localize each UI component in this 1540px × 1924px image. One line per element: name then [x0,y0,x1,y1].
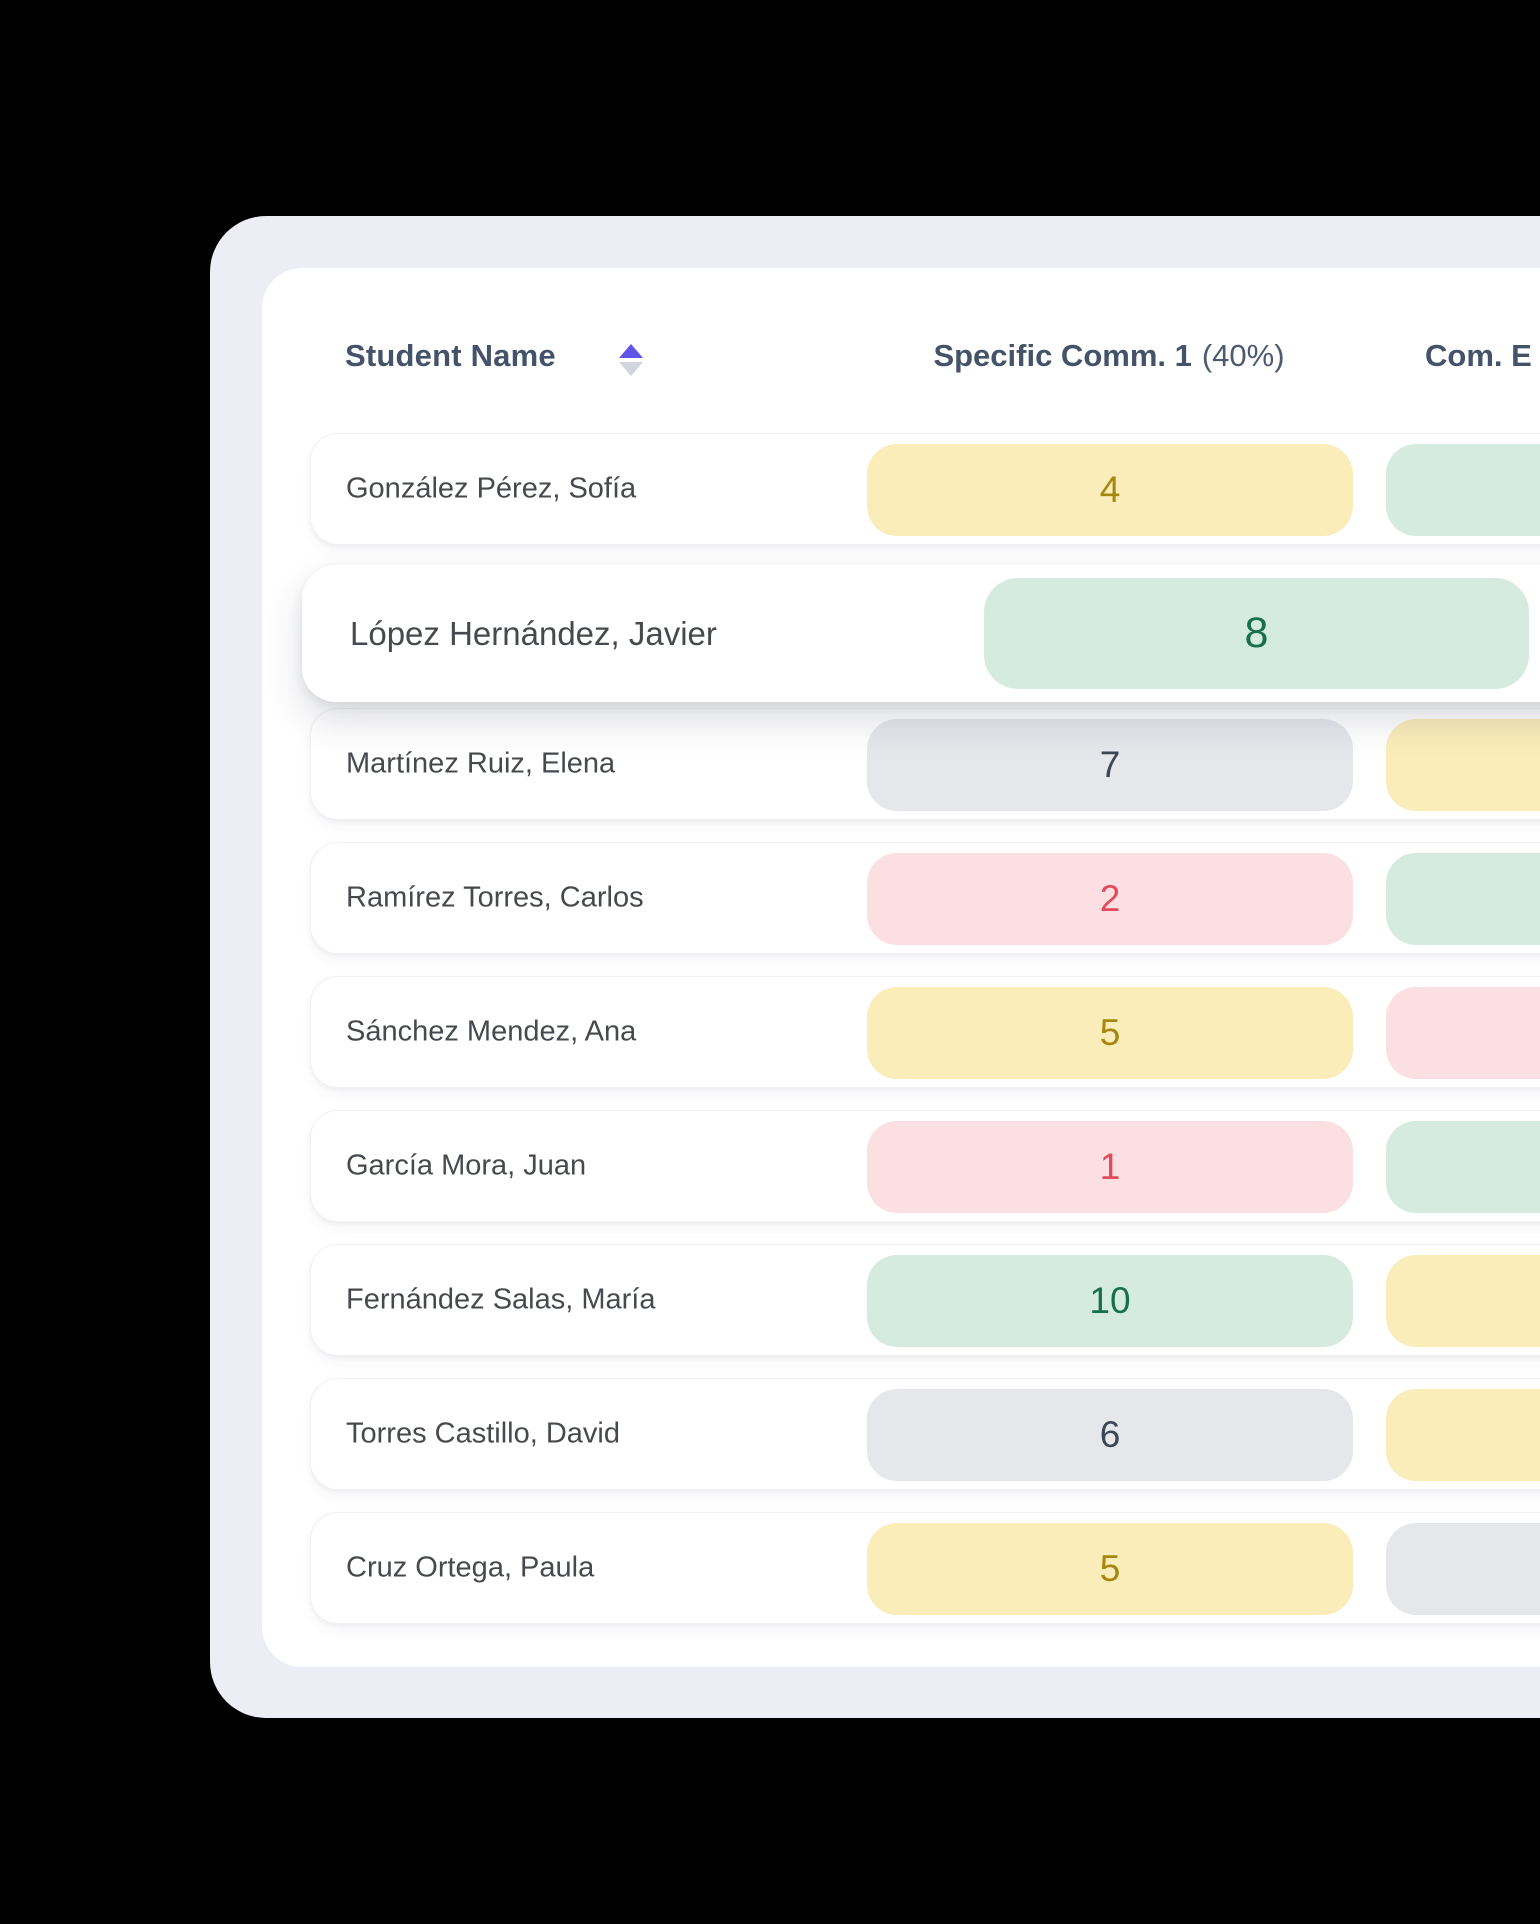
sort-icon[interactable] [619,344,643,376]
student-name: Martínez Ruiz, Elena [346,747,616,780]
grade-pill-com-e[interactable] [1386,1523,1540,1615]
grade-pill-com-e[interactable] [1386,1255,1540,1347]
student-row[interactable]: Fernández Salas, María 10 [310,1244,1540,1356]
student-name: Sánchez Mendez, Ana [346,1015,637,1048]
student-row[interactable]: López Hernández, Javier 8 [302,565,1540,702]
grade-pill-specific-comm-1[interactable]: 8 [984,578,1529,689]
column-header-student-name: Student Name [345,338,556,373]
grade-pill-specific-comm-1[interactable]: 2 [867,853,1353,945]
grade-pill-specific-comm-1[interactable]: 5 [867,987,1353,1079]
grades-table-body: González Pérez, Sofía 4 López Hernández,… [302,433,1540,1646]
sort-descending-arrow-icon [619,362,643,376]
student-name: Ramírez Torres, Carlos [346,881,644,914]
column-weight-badge: (40%) [1201,338,1285,373]
grade-pill-specific-comm-1[interactable]: 10 [867,1255,1353,1347]
sort-ascending-arrow-icon [619,344,643,358]
grade-pill-com-e[interactable] [1386,853,1540,945]
grade-pill-com-e[interactable] [1386,1389,1540,1481]
student-row[interactable]: García Mora, Juan 1 [310,1110,1540,1222]
student-row[interactable]: Martínez Ruiz, Elena 7 [310,708,1540,820]
column-header-com-e: Com. E [1425,338,1532,373]
grade-pill-com-e[interactable] [1386,987,1540,1079]
student-row[interactable]: Ramírez Torres, Carlos 2 [310,842,1540,954]
student-name: López Hernández, Javier [350,614,717,652]
grade-pill-specific-comm-1[interactable]: 6 [867,1389,1353,1481]
student-name: Torres Castillo, David [346,1417,620,1450]
grade-pill-com-e[interactable] [1386,444,1540,536]
column-header-specific-comm-1-label: Specific Comm. 1 [933,338,1192,373]
student-row[interactable]: Torres Castillo, David 6 [310,1378,1540,1490]
student-row[interactable]: Cruz Ortega, Paula 5 [310,1512,1540,1624]
student-name: García Mora, Juan [346,1149,587,1182]
student-name: Cruz Ortega, Paula [346,1551,595,1584]
student-name: González Pérez, Sofía [346,472,637,505]
grade-pill-specific-comm-1[interactable]: 1 [867,1121,1353,1213]
student-name: Fernández Salas, María [346,1283,656,1316]
grade-pill-specific-comm-1[interactable]: 7 [867,719,1353,811]
grade-pill-specific-comm-1[interactable]: 4 [867,444,1353,536]
column-header-specific-comm-1: Specific Comm. 1 (40%) [866,338,1352,374]
grade-pill-specific-comm-1[interactable]: 5 [867,1523,1353,1615]
student-row[interactable]: González Pérez, Sofía 4 [310,433,1540,545]
grade-pill-com-e[interactable] [1386,719,1540,811]
student-row[interactable]: Sánchez Mendez, Ana 5 [310,976,1540,1088]
grade-pill-com-e[interactable] [1386,1121,1540,1213]
